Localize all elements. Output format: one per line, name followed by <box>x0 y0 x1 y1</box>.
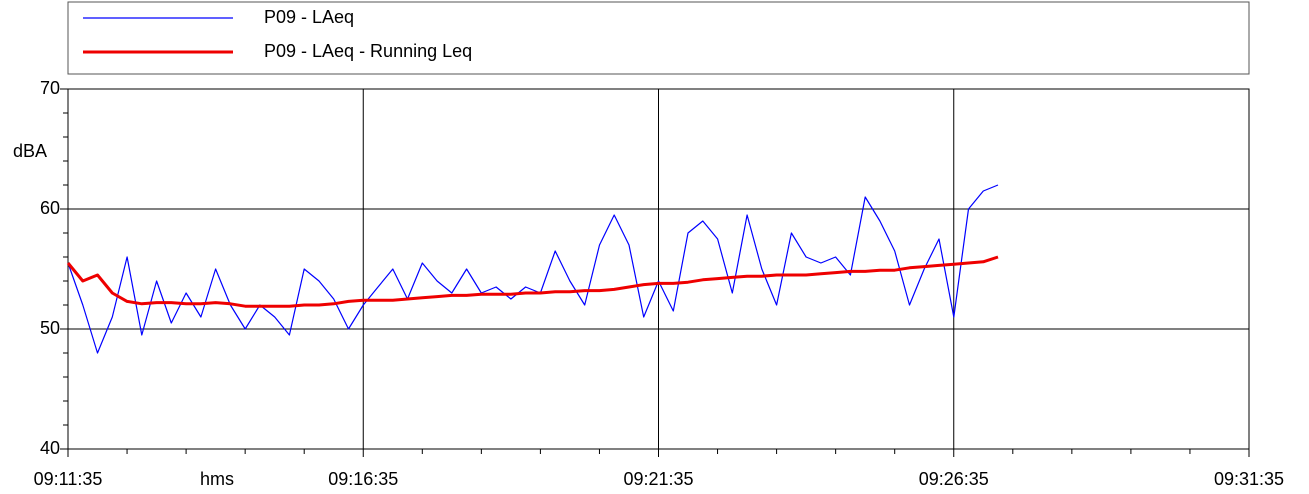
legend-box <box>67 1 1250 75</box>
legend-label: P09 - LAeq <box>264 7 354 27</box>
x-tick-label: 09:21:35 <box>623 469 693 489</box>
series-line <box>66 255 999 308</box>
x-tick-label: 09:26:35 <box>919 469 989 489</box>
y-tick-label: 60 <box>40 198 60 218</box>
legend-label: P09 - LAeq - Running Leq <box>264 41 472 61</box>
y-tick-label: 70 <box>40 78 60 98</box>
y-axis-label: dBA <box>13 141 47 161</box>
series-line <box>67 184 999 354</box>
x-tick-label: 09:16:35 <box>328 469 398 489</box>
x-tick-label: 09:11:35 <box>34 469 103 489</box>
y-tick-label: 40 <box>40 438 60 458</box>
x-tick-label: 09:31:35 <box>1214 469 1284 489</box>
y-tick-label: 50 <box>40 318 60 338</box>
x-axis-label: hms <box>200 469 234 489</box>
